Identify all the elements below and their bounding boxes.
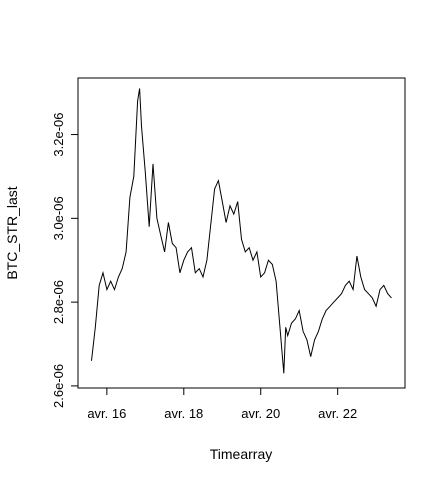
y-tick-label: 3.0e-06 xyxy=(51,196,66,240)
y-axis: 2.6e-06 2.8e-06 3.0e-06 3.2e-06 xyxy=(51,113,79,408)
x-axis: avr. 16 avr. 18 avr. 20 avr. 22 xyxy=(87,387,357,421)
x-tick-label: avr. 18 xyxy=(164,406,203,421)
x-tick-label: avr. 22 xyxy=(318,406,357,421)
y-axis-title: BTC_STR_last xyxy=(4,186,20,279)
y-tick-label: 2.8e-06 xyxy=(51,280,66,324)
y-tick-label: 3.2e-06 xyxy=(51,113,66,157)
series-line xyxy=(91,88,392,374)
x-tick-label: avr. 16 xyxy=(87,406,126,421)
y-tick-label: 2.6e-06 xyxy=(51,364,66,408)
x-tick-label: avr. 20 xyxy=(241,406,280,421)
x-axis-title: Timearray xyxy=(210,446,273,462)
